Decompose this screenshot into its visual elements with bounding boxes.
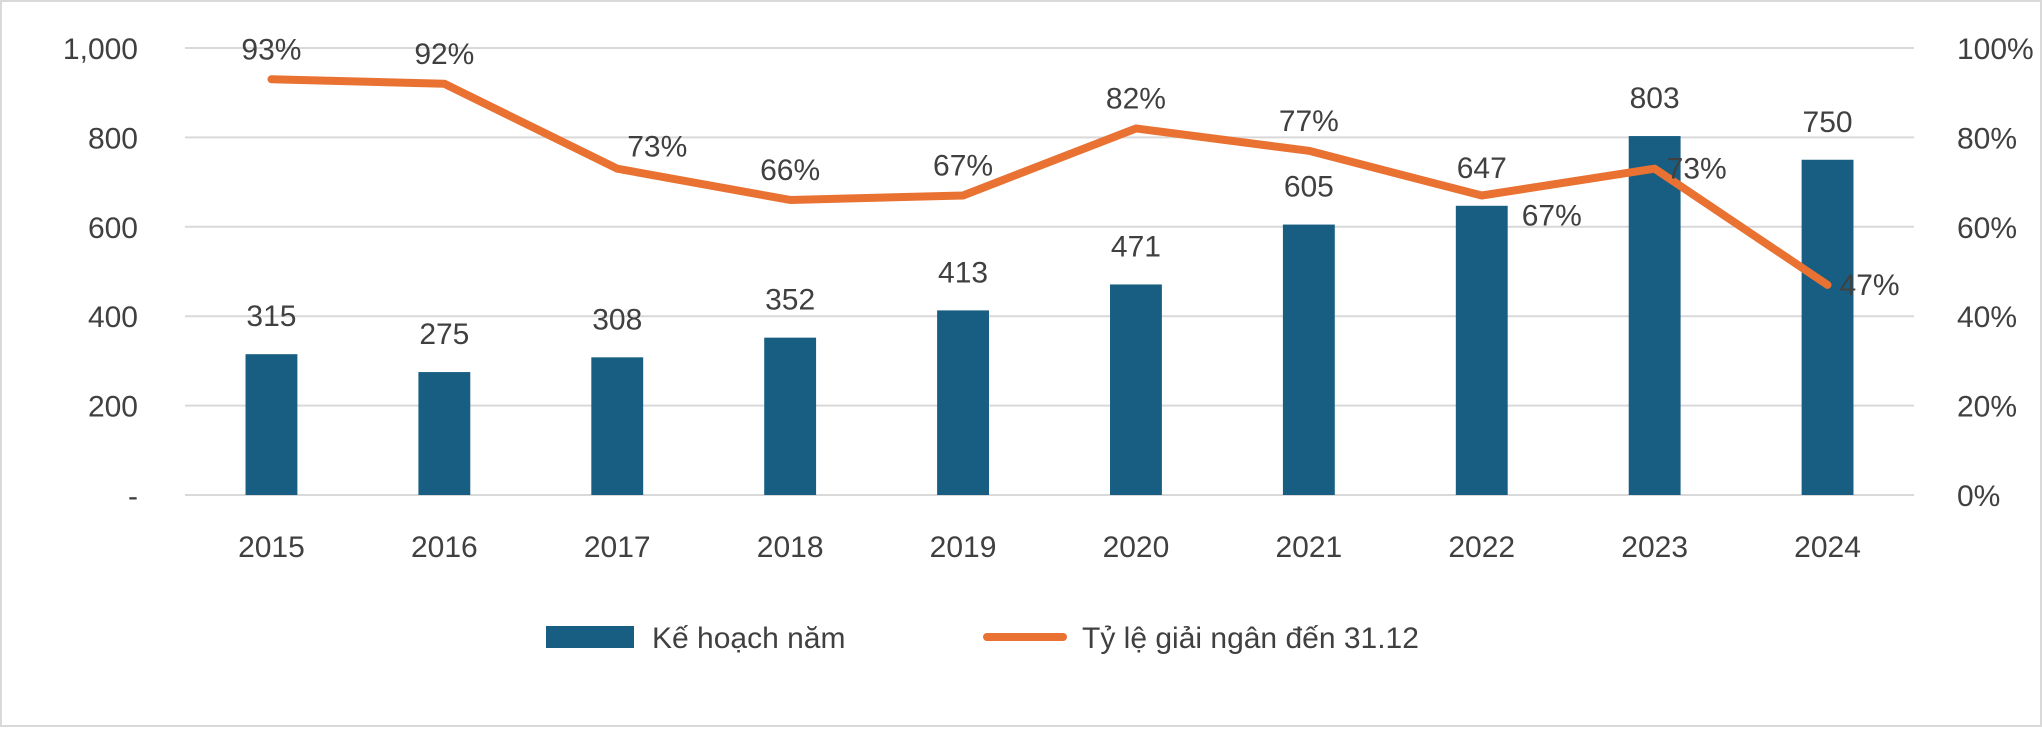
x-tick-label: 2021 [1275,531,1342,564]
legend-label: Kế hoạch năm [652,622,845,655]
y-left-tick-label: 800 [88,122,138,155]
y-right-tick-label: 0% [1957,480,2000,513]
bar [591,357,644,495]
line-data-label: 67% [933,150,993,183]
y-left-tick-label: 1,000 [63,33,138,66]
bar-data-label: 315 [246,300,296,333]
y-left-tick-label: 400 [88,301,138,334]
bar-data-label: 308 [592,303,642,336]
y-right-tick-label: 80% [1957,122,2017,155]
y-right-tick-label: 100% [1957,33,2034,66]
bar-data-label: 413 [938,256,988,289]
x-tick-label: 2019 [930,531,997,564]
line-data-label: 93% [241,33,301,66]
legend-label: Tỷ lệ giải ngân đến 31.12 [1082,622,1419,655]
y-right-tick-label: 60% [1957,212,2017,245]
bar-data-label: 471 [1111,230,1161,263]
line-data-label: 82% [1106,82,1166,115]
bar [418,372,471,495]
x-tick-label: 2016 [411,531,478,564]
bar-data-label: 352 [765,284,815,317]
legend-bar-swatch [546,626,634,648]
bar [1110,284,1162,495]
x-tick-label: 2015 [238,531,305,564]
bar [937,310,989,495]
bar [764,337,817,495]
line-data-label: 73% [1667,153,1727,186]
bar-data-label: 605 [1284,171,1334,204]
bar-data-label: 803 [1630,82,1680,115]
y-left-tick-label: - [128,480,138,513]
bar [1455,205,1508,495]
x-tick-label: 2024 [1794,531,1861,564]
x-tick-label: 2022 [1448,531,1515,564]
bar [1801,159,1854,495]
line-series [267,75,1832,289]
line-data-label: 73% [627,131,687,164]
x-tick-label: 2018 [757,531,824,564]
y-right-tick-label: 40% [1957,301,2017,334]
bar-data-label: 647 [1457,152,1507,185]
x-tick-label: 2023 [1621,531,1688,564]
line-data-label: 66% [760,154,820,187]
y-left-tick-label: 600 [88,212,138,245]
y-left-tick-label: 200 [88,391,138,424]
y-right-tick-label: 20% [1957,391,2017,424]
line-data-label: 77% [1279,105,1339,138]
bar [245,354,298,495]
line-data-label: 92% [414,38,474,71]
x-tick-label: 2020 [1103,531,1170,564]
bar-data-label: 750 [1803,106,1853,139]
line-data-label: 47% [1840,269,1900,302]
bar-data-label: 275 [419,318,469,351]
line-data-label: 67% [1522,200,1582,233]
bar [1282,224,1335,495]
x-tick-label: 2017 [584,531,651,564]
bar [1628,136,1681,495]
